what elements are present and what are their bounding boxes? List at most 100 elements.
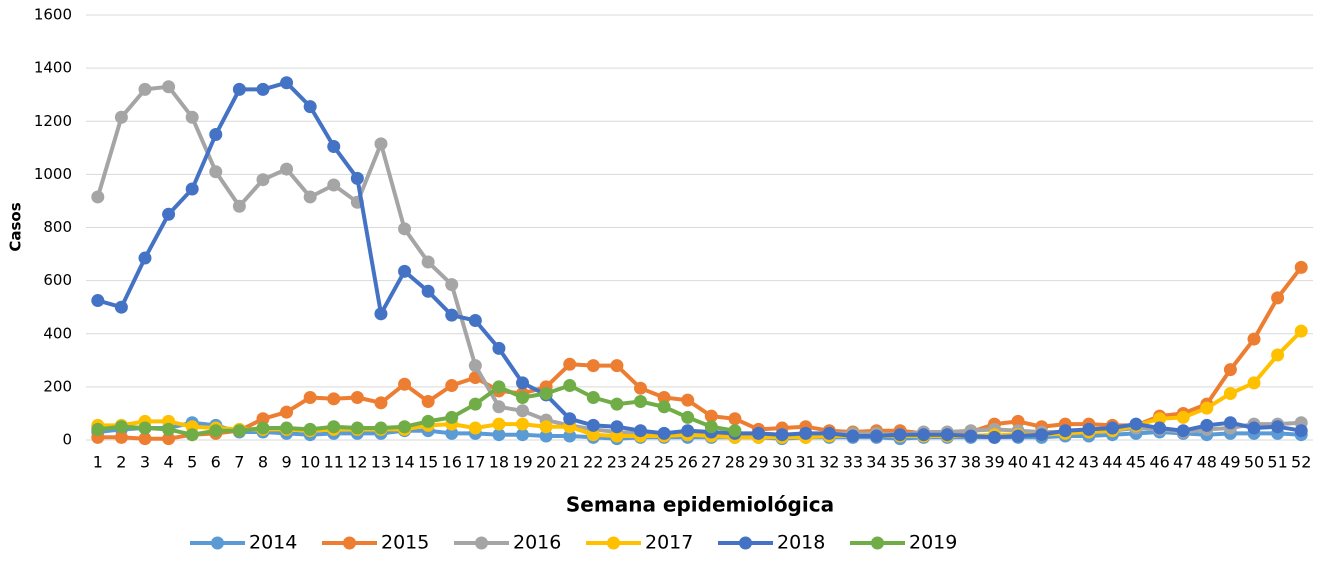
series-line <box>97 266 1303 441</box>
point <box>563 379 577 393</box>
point <box>398 420 412 434</box>
point <box>1271 420 1285 434</box>
x-tick-label: 2 <box>116 453 126 472</box>
point <box>516 417 530 431</box>
point <box>1247 421 1261 435</box>
point <box>869 429 883 443</box>
x-tick-label: 19 <box>512 453 532 472</box>
point <box>91 422 105 436</box>
x-tick-label: 24 <box>630 453 650 472</box>
point <box>610 397 624 411</box>
legend-label: 2014 <box>249 532 297 554</box>
series-line <box>95 84 1302 437</box>
point <box>657 426 671 440</box>
x-tick-label: 10 <box>300 453 320 472</box>
point <box>634 424 648 438</box>
point <box>586 391 600 404</box>
x-tick-label: 14 <box>394 453 414 472</box>
point <box>586 418 600 432</box>
point <box>799 426 813 440</box>
point <box>1058 424 1072 438</box>
point <box>398 264 412 278</box>
legend-label: 2017 <box>645 532 693 554</box>
point <box>1247 332 1261 346</box>
point <box>1011 414 1025 428</box>
legend-marker <box>211 536 224 550</box>
legend-label: 2015 <box>381 532 429 554</box>
point <box>374 421 388 435</box>
point <box>1271 348 1285 362</box>
point <box>114 300 128 314</box>
x-tick-label: 45 <box>1126 453 1146 472</box>
point <box>1223 416 1237 430</box>
y-tick-label: 0 <box>62 431 72 449</box>
x-tick-label: 16 <box>442 453 462 472</box>
point <box>91 190 105 204</box>
point <box>303 422 317 436</box>
point <box>563 412 577 426</box>
point <box>185 182 199 196</box>
point <box>398 377 412 391</box>
point <box>114 110 128 124</box>
point <box>468 359 482 373</box>
x-tick-label: 31 <box>796 453 816 472</box>
point <box>1247 376 1261 390</box>
y-tick-label: 600 <box>43 271 72 289</box>
x-tick-label: 43 <box>1079 453 1099 472</box>
x-tick-label: 33 <box>843 453 863 472</box>
point <box>421 414 435 428</box>
point <box>138 432 152 446</box>
x-tick-label: 4 <box>163 453 173 472</box>
point <box>185 110 199 124</box>
point <box>634 394 648 408</box>
y-axis-title: Casos <box>7 202 25 251</box>
x-tick-label: 47 <box>1173 453 1193 472</box>
x-tick-label: 1 <box>93 453 103 472</box>
point <box>374 396 388 410</box>
x-tick-label: 36 <box>913 453 933 472</box>
x-tick-label: 34 <box>866 453 886 472</box>
point <box>1294 260 1308 274</box>
point <box>586 359 600 373</box>
point <box>327 392 341 406</box>
point <box>1153 412 1167 426</box>
legend-marker <box>475 536 488 550</box>
x-tick-label: 29 <box>748 453 768 472</box>
series-line <box>97 383 736 437</box>
point <box>964 429 978 443</box>
x-tick-label: 12 <box>347 453 367 472</box>
point <box>1176 410 1190 424</box>
point <box>445 410 459 424</box>
x-tick-label: 44 <box>1102 453 1122 472</box>
point <box>563 357 577 371</box>
point <box>751 426 765 440</box>
point <box>1176 424 1190 438</box>
point <box>350 391 364 404</box>
x-tick-label: 38 <box>961 453 981 472</box>
point <box>516 428 530 442</box>
point <box>114 430 128 444</box>
x-tick-label: 39 <box>984 453 1004 472</box>
point <box>516 391 530 404</box>
x-tick-label: 41 <box>1031 453 1051 472</box>
x-tick-label: 13 <box>371 453 391 472</box>
x-tick-label: 28 <box>725 453 745 472</box>
point <box>256 82 270 96</box>
point <box>256 412 270 426</box>
point <box>232 424 246 438</box>
point <box>893 428 907 442</box>
x-tick-label: 3 <box>140 453 150 472</box>
point <box>516 404 530 418</box>
point <box>468 397 482 411</box>
point <box>1153 421 1167 435</box>
legend-marker <box>607 536 620 550</box>
point <box>846 429 860 443</box>
point <box>1105 421 1119 435</box>
point <box>256 173 270 187</box>
point <box>303 391 317 404</box>
x-tick-label: 42 <box>1055 453 1075 472</box>
point <box>1294 324 1308 338</box>
point <box>138 82 152 96</box>
point <box>421 394 435 408</box>
point <box>327 139 341 153</box>
